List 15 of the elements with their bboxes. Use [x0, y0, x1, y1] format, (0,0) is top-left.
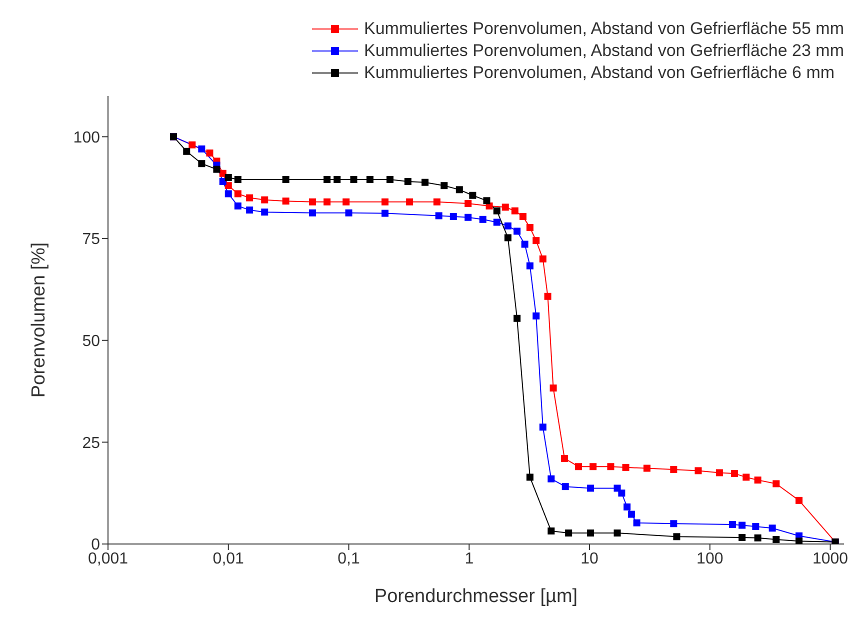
x-axis-title: Porendurchmesser [µm]: [374, 586, 578, 607]
legend-label: Kummuliertes Porenvolumen, Abstand von Gefrierfläche 6 mm: [364, 62, 835, 84]
legend-label: Kummuliertes Porenvolumen, Abstand von Gefrierfläche 23 mm: [364, 40, 844, 62]
legend-label: Kummuliertes Porenvolumen, Abstand von Gefrierfläche 55 mm: [364, 18, 844, 40]
y-tick-label: 100: [73, 129, 100, 146]
x-tick-label: 1000: [812, 550, 848, 568]
y-axis-title: Porenvolumen [%]: [28, 242, 50, 398]
y-tick-label: 75: [82, 231, 100, 248]
x-tick-label: 0,1: [338, 550, 360, 568]
x-tick-label: 10: [580, 550, 599, 568]
x-tick-label: 0,01: [212, 550, 244, 568]
x-tick-label: 1: [464, 550, 474, 568]
x-tick-label: 100: [696, 550, 724, 568]
y-tick-label: 50: [82, 333, 100, 350]
y-tick-label: 25: [82, 434, 100, 452]
